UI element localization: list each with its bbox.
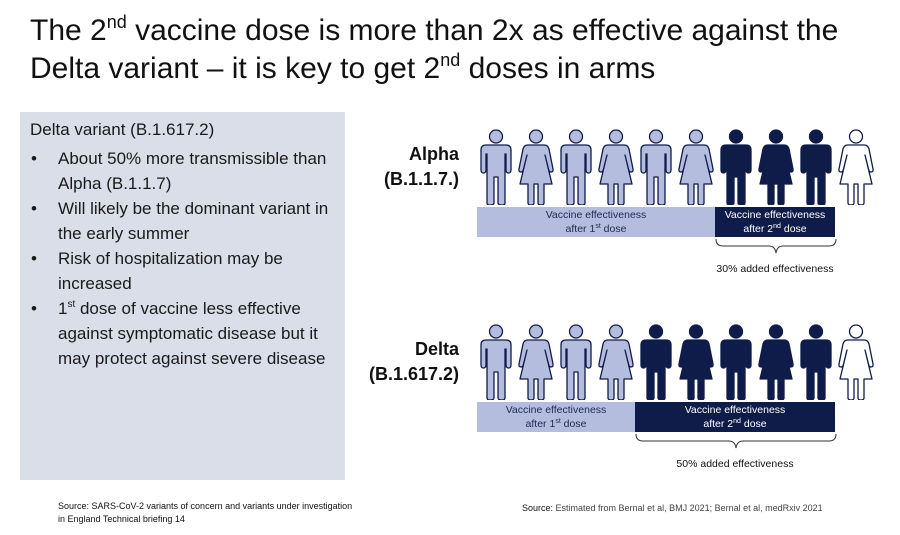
alpha-first-dose-bar: Vaccine effectiveness after 1st dose — [477, 207, 715, 237]
bullet-list: • About 50% more transmissible than Alpha… — [30, 146, 340, 371]
alpha-person-female-first-dose-icon — [597, 129, 635, 210]
title-line-2: Delta variant – it is key to get 2nd dos… — [30, 50, 656, 85]
delta-person-male-second-dose-icon — [797, 324, 835, 405]
bullet-transmissible: • About 50% more transmissible than Alpha… — [31, 149, 327, 193]
delta-lineage: (B.1.617.2) — [368, 364, 459, 384]
delta-person-female-first-dose-icon — [597, 324, 635, 405]
delta-first-dose-bar: Vaccine effectiveness after 1st dose — [477, 402, 635, 432]
alpha-second-dose-bar: Vaccine effectiveness after 2nd dose — [715, 207, 835, 237]
delta-person-male-first-dose-icon — [557, 324, 595, 405]
alpha-person-male-first-dose-icon — [557, 129, 595, 210]
alpha-person-female-first-dose-icon — [677, 129, 715, 210]
page-title: The 2nd vaccine dose is more than 2x as … — [30, 12, 890, 88]
panel-heading: Delta variant (B.1.617.2) — [30, 120, 215, 139]
delta-second-dose-bar: Vaccine effectiveness after 2nd dose — [635, 402, 835, 432]
alpha-person-female-second-dose-icon — [757, 129, 795, 210]
alpha-variant-label: Alpha (B.1.1.7.) — [384, 142, 459, 192]
alpha-person-male-second-dose-icon — [797, 129, 835, 210]
alpha-name: Alpha — [408, 144, 459, 164]
delta-person-female-second-dose-icon — [677, 324, 715, 405]
bullet-dominant: • Will likely be the dominant variant in … — [31, 199, 329, 243]
delta-person-female-second-dose-icon — [757, 324, 795, 405]
alpha-person-female-first-dose-icon — [517, 129, 555, 210]
delta-person-male-first-dose-icon — [477, 324, 515, 405]
delta-info-panel: Delta variant (B.1.617.2) • About 50% mor… — [20, 112, 345, 480]
delta-variant-label: Delta (B.1.617.2) — [369, 337, 459, 387]
alpha-person-male-second-dose-icon — [717, 129, 755, 210]
delta-name: Delta — [414, 339, 459, 359]
alpha-bracket — [715, 239, 837, 254]
alpha-person-female-unprotected-icon — [837, 129, 875, 210]
source-left: Source: SARS-CoV-2 variants of concern a… — [58, 501, 353, 524]
alpha-added-effectiveness: 30% added effectiveness — [716, 263, 834, 275]
delta-person-female-unprotected-icon — [837, 324, 875, 405]
alpha-person-male-first-dose-icon — [637, 129, 675, 210]
delta-person-female-first-dose-icon — [517, 324, 555, 405]
delta-person-male-second-dose-icon — [717, 324, 755, 405]
alpha-lineage: (B.1.1.7.) — [383, 169, 459, 189]
delta-person-male-second-dose-icon — [637, 324, 675, 405]
alpha-person-male-first-dose-icon — [477, 129, 515, 210]
bullet-hospitalization: • Risk of hospitalization may be increase… — [31, 249, 283, 293]
delta-bracket — [635, 434, 837, 449]
bullet-first-dose: • 1st dose of vaccine less effective agai… — [31, 299, 326, 368]
source-right: Source: Estimated from Bernal et al, BMJ… — [522, 503, 823, 513]
delta-added-effectiveness: 50% added effectiveness — [676, 458, 794, 470]
title-line-1: The 2nd vaccine dose is more than 2x as … — [30, 12, 839, 47]
